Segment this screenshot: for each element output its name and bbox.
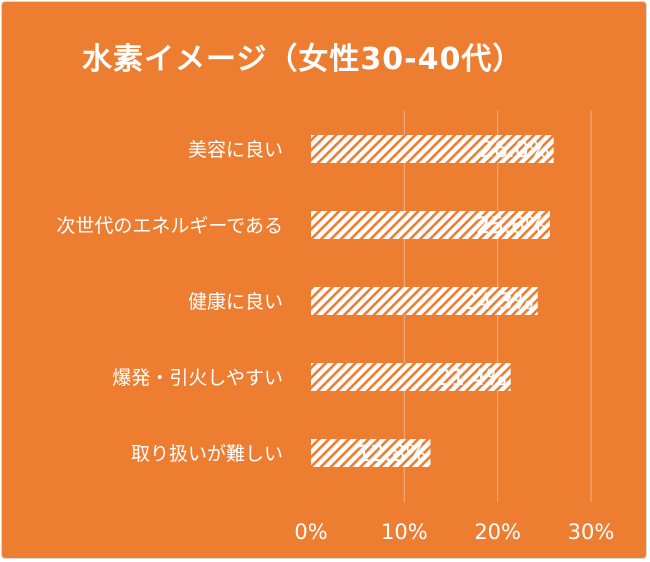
category-label: 取り扱いが難しい — [131, 443, 283, 465]
category-label: 美容に良い — [188, 139, 283, 161]
data-label: 25.6% — [476, 214, 546, 239]
x-tick-label: 30% — [568, 520, 615, 544]
category-label: 健康に良い — [188, 291, 283, 313]
bar — [311, 439, 431, 467]
data-label: 24.3% — [464, 290, 534, 315]
bar — [311, 287, 538, 315]
bar — [311, 135, 554, 163]
category-label: 爆発・引火しやすい — [112, 367, 283, 389]
chart-title: 水素イメージ（女性30-40代） — [82, 42, 524, 77]
data-label: 12.8% — [357, 442, 427, 467]
category-label: 次世代のエネルギーである — [56, 215, 283, 237]
bar — [311, 363, 511, 391]
x-tick-label: 10% — [381, 520, 428, 544]
bar — [311, 211, 550, 239]
x-tick-label: 0% — [294, 520, 327, 544]
x-tick-label: 20% — [474, 520, 521, 544]
data-label: 21.4% — [437, 366, 507, 391]
data-label: 26.0% — [480, 138, 550, 163]
